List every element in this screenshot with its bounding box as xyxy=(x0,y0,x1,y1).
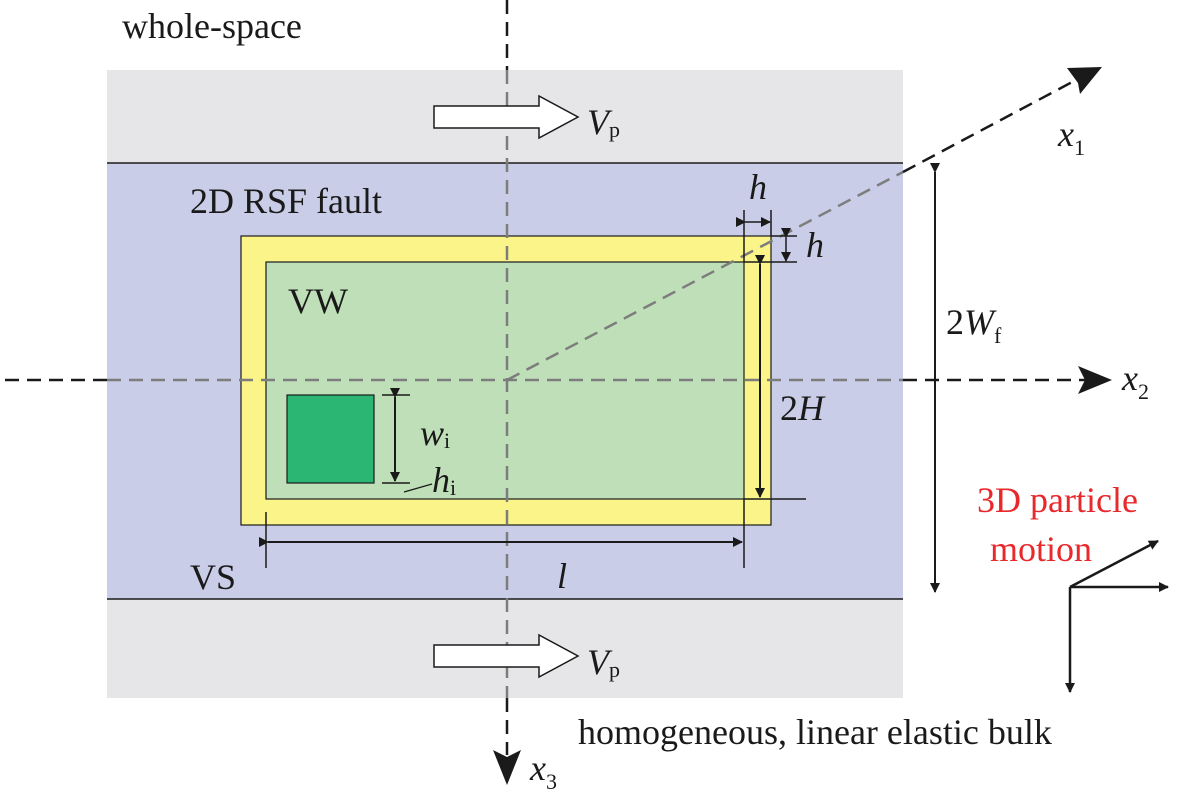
particle-axis-diagonal xyxy=(1069,539,1159,589)
x1-label: x1 xyxy=(1057,114,1085,160)
x3-label: x3 xyxy=(529,748,557,794)
h-top-label: h xyxy=(749,167,767,207)
hi-label: hi xyxy=(432,460,456,500)
x1-arrowhead xyxy=(1067,67,1102,94)
vp-top-label: Vp xyxy=(587,102,620,142)
vs-label: VS xyxy=(190,557,236,597)
x3-arrowhead xyxy=(493,750,521,785)
wi-label: wi xyxy=(420,413,450,453)
hi-leader xyxy=(403,483,433,493)
particle-label-line1: 3D particle xyxy=(977,480,1138,520)
l-label: l xyxy=(557,556,567,596)
twoH-label: 2H xyxy=(780,388,826,428)
x2-label: x2 xyxy=(1121,358,1149,404)
x1-axis-outer xyxy=(902,78,1077,174)
h-right-label: h xyxy=(806,225,824,265)
vp-arrow-bottom xyxy=(433,633,580,679)
vp-arrow-top xyxy=(433,94,580,140)
bulk-label: homogeneous, linear elastic bulk xyxy=(578,712,1052,752)
particle-label-line2: motion xyxy=(990,529,1092,569)
vp-bottom-label: Vp xyxy=(587,642,620,682)
inclusion-patch xyxy=(286,394,375,484)
fault-label: 2D RSF fault xyxy=(190,181,382,221)
x1-axis-inner xyxy=(506,170,904,382)
x2-arrowhead xyxy=(1078,366,1112,394)
whole-space-label: whole-space xyxy=(122,6,302,46)
vw-label: VW xyxy=(288,281,348,321)
wf-label: 2Wf xyxy=(946,302,1002,348)
